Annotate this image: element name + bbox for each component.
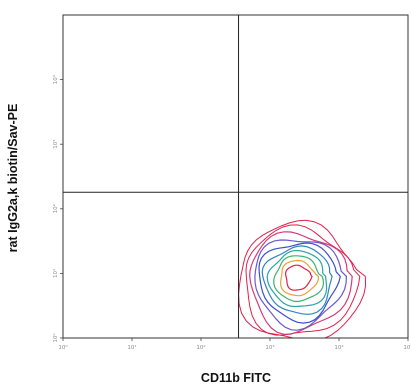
plot-frame bbox=[62, 14, 409, 339]
x-axis-label: CD11b FITC bbox=[201, 371, 271, 385]
contour-line bbox=[258, 242, 341, 324]
contour-line bbox=[238, 219, 367, 338]
x-tick-label: 10³ bbox=[265, 344, 274, 351]
x-tick-label: 10⁴ bbox=[334, 344, 344, 351]
y-tick-label: 10² bbox=[52, 204, 59, 213]
contour-layer bbox=[238, 219, 367, 338]
y-tick-label: 10⁰ bbox=[52, 333, 59, 343]
x-tick-label: 10⁰ bbox=[58, 344, 68, 351]
y-axis-label: rat IgG2a,k biotin/Sav-PE bbox=[6, 104, 20, 253]
y-tick-label: 10³ bbox=[52, 140, 59, 149]
y-tick-label: 10⁴ bbox=[52, 74, 59, 84]
contour-line bbox=[279, 259, 319, 297]
contour-line bbox=[266, 249, 328, 308]
axis-ticks: 10⁰ 10¹ 10² 10³ 10⁴ 10⁵ 10⁰ 10¹ 10² 10³ 10⁴ bbox=[52, 74, 411, 351]
x-tick-label: 10² bbox=[196, 344, 205, 351]
x-tick-label: 10⁵ bbox=[403, 344, 411, 351]
contour-line bbox=[261, 245, 333, 315]
contour-line bbox=[254, 239, 348, 331]
y-tick-label: 10¹ bbox=[52, 269, 59, 278]
x-tick-label: 10¹ bbox=[127, 344, 136, 351]
contour-line bbox=[245, 224, 361, 336]
contour-line bbox=[249, 231, 353, 335]
contour-line bbox=[273, 255, 325, 303]
contour-line bbox=[284, 264, 313, 291]
